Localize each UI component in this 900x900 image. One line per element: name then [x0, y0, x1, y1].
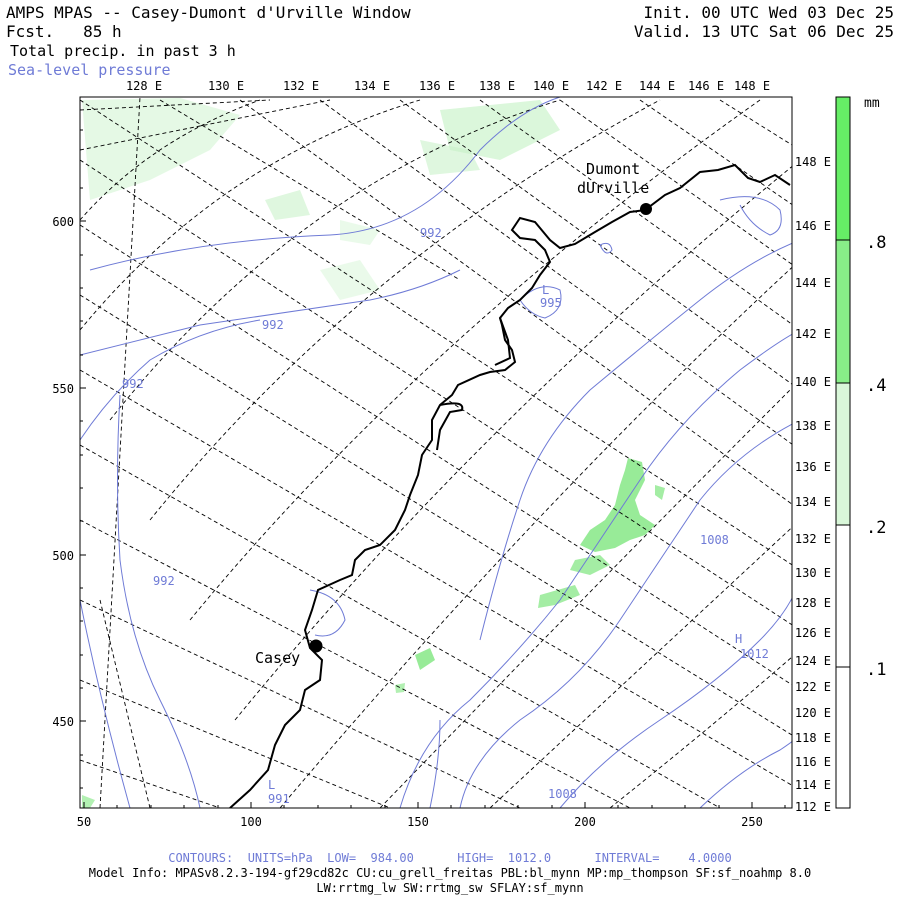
colorbar-label-02: .2 — [866, 518, 886, 538]
contour-label: 992 — [153, 574, 175, 588]
valid-time: Valid. 13 UTC Sat 06 Dec 25 — [633, 22, 894, 41]
casey-label: Casey — [255, 649, 300, 667]
right-lon-label: 138 E — [795, 419, 831, 433]
top-lon-label: 134 E — [354, 79, 390, 93]
right-lon-label: 140 E — [795, 375, 831, 389]
contour-info: CONTOURS: UNITS=hPa LOW= 984.00 HIGH= 10… — [168, 851, 732, 865]
colorbar-segment-01 — [835, 666, 851, 809]
y-tick-600: 600 — [52, 215, 74, 229]
top-lon-label: 128 E — [126, 79, 162, 93]
tick-marks — [80, 129, 786, 808]
right-lon-label: 148 E — [795, 155, 831, 169]
top-lon-label: 144 E — [639, 79, 675, 93]
y-tick-500: 500 — [52, 549, 74, 563]
right-lon-label: 136 E — [795, 460, 831, 474]
contour-label: L — [542, 283, 549, 297]
contour-label: 1012 — [740, 647, 769, 661]
latitude-lines — [80, 99, 792, 808]
colorbar-segment-08 — [835, 239, 851, 384]
longitude-lines — [80, 97, 792, 808]
top-lon-label: 138 E — [479, 79, 515, 93]
casey-station-marker — [309, 639, 323, 653]
dumont-label-line1: Dumont — [586, 160, 640, 178]
right-lon-label: 118 E — [795, 731, 831, 745]
right-lon-label: 112 E — [795, 800, 831, 814]
right-lon-label: 144 E — [795, 276, 831, 290]
forecast-hour: Fcst. 85 h — [6, 22, 122, 41]
precip-shading-moderate — [82, 458, 665, 808]
contour-label: 995 — [540, 296, 562, 310]
map-title: AMPS MPAS -- Casey-Dumont d'Urville Wind… — [6, 3, 411, 22]
top-lon-label: 146 E — [688, 79, 724, 93]
colorbar-segment-high — [835, 96, 851, 241]
colorbar-segment-04 — [835, 382, 851, 526]
x-tick-50: 50 — [77, 815, 91, 829]
right-lon-label: 126 E — [795, 626, 831, 640]
right-lon-label: 114 E — [795, 778, 831, 792]
contour-label: 992 — [262, 318, 284, 332]
top-lon-label: 142 E — [586, 79, 622, 93]
plot-frame — [79, 96, 793, 809]
right-longitude-labels: 148 E 146 E 144 E 142 E 140 E 138 E 136 E 134 E… — [795, 155, 831, 814]
right-lon-label: 142 E — [795, 327, 831, 341]
top-lon-label: 130 E — [208, 79, 244, 93]
y-tick-550: 550 — [52, 382, 74, 396]
right-lon-label: 120 E — [795, 706, 831, 720]
precip-shading — [82, 98, 560, 300]
dumont-durville-station-marker — [640, 203, 652, 215]
dumont-label-line2: dUrville — [577, 179, 649, 197]
top-longitude-labels: 128 E 130 E 132 E 134 E 136 E 138 E 140 E 142 E… — [126, 79, 770, 93]
top-lon-label: 148 E — [734, 79, 770, 93]
field-precip-label: Total precip. in past 3 h — [10, 42, 236, 60]
top-lon-label: 132 E — [283, 79, 319, 93]
x-tick-250: 250 — [741, 815, 763, 829]
x-tick-150: 150 — [407, 815, 429, 829]
contour-label: 1008 — [548, 787, 577, 801]
colorbar-unit: mm — [864, 96, 880, 111]
right-lon-label: 122 E — [795, 680, 831, 694]
contour-label: H — [735, 632, 742, 646]
top-lon-label: 140 E — [533, 79, 569, 93]
top-lon-label: 136 E — [419, 79, 455, 93]
contour-label: 1008 — [700, 533, 729, 547]
contour-label: 992 — [420, 226, 442, 240]
colorbar-label-04: .4 — [866, 376, 886, 396]
right-lon-label: 116 E — [795, 755, 831, 769]
colorbar-label-01: .1 — [866, 660, 886, 680]
right-lon-label: 132 E — [795, 532, 831, 546]
y-tick-450: 450 — [52, 715, 74, 729]
right-lon-label: 124 E — [795, 654, 831, 668]
x-tick-200: 200 — [574, 815, 596, 829]
contour-label: 991 — [268, 792, 290, 806]
model-info-line1: Model Info: MPASv8.2.3-194-gf29cd82c CU:… — [88, 866, 812, 880]
colorbar-label-08: .8 — [866, 233, 886, 253]
coastline — [229, 163, 791, 808]
x-tick-100: 100 — [240, 815, 262, 829]
right-lon-label: 128 E — [795, 596, 831, 610]
contour-label: L — [268, 778, 275, 792]
init-time: Init. 00 UTC Wed 03 Dec 25 — [643, 3, 894, 22]
right-lon-label: 130 E — [795, 566, 831, 580]
right-lon-label: 134 E — [795, 495, 831, 509]
colorbar-segment-02 — [835, 524, 851, 668]
right-lon-label: 146 E — [795, 219, 831, 233]
field-slp-label: Sea-level pressure — [8, 61, 171, 79]
model-info-line2: LW:rrtmg_lw SW:rrtmg_sw SFLAY:sf_mynn — [316, 881, 584, 895]
slp-contours — [80, 97, 792, 808]
colorbar: mm .8 .4 .2 .1 — [835, 96, 886, 809]
contour-label: 992 — [122, 377, 144, 391]
